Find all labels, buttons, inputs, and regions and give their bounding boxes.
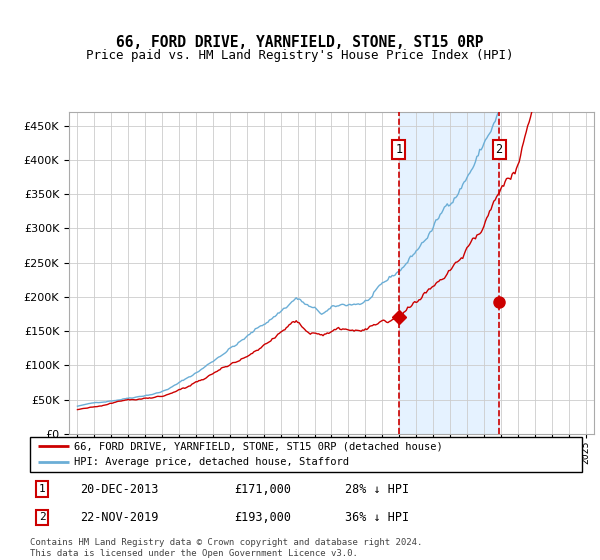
Text: 2: 2 — [39, 512, 46, 522]
Text: 28% ↓ HPI: 28% ↓ HPI — [344, 483, 409, 496]
Text: HPI: Average price, detached house, Stafford: HPI: Average price, detached house, Staf… — [74, 457, 349, 467]
Text: 20-DEC-2013: 20-DEC-2013 — [80, 483, 158, 496]
Text: Price paid vs. HM Land Registry's House Price Index (HPI): Price paid vs. HM Land Registry's House … — [86, 49, 514, 62]
FancyBboxPatch shape — [30, 437, 582, 472]
Text: £171,000: £171,000 — [234, 483, 291, 496]
Text: £193,000: £193,000 — [234, 511, 291, 524]
Bar — [399, 112, 499, 434]
Text: 22-NOV-2019: 22-NOV-2019 — [80, 511, 158, 524]
Text: 2: 2 — [496, 143, 503, 156]
Text: 66, FORD DRIVE, YARNFIELD, STONE, ST15 0RP: 66, FORD DRIVE, YARNFIELD, STONE, ST15 0… — [116, 35, 484, 50]
Text: 66, FORD DRIVE, YARNFIELD, STONE, ST15 0RP (detached house): 66, FORD DRIVE, YARNFIELD, STONE, ST15 0… — [74, 441, 443, 451]
Text: 1: 1 — [395, 143, 402, 156]
Text: Contains HM Land Registry data © Crown copyright and database right 2024.
This d: Contains HM Land Registry data © Crown c… — [30, 538, 422, 558]
Text: 36% ↓ HPI: 36% ↓ HPI — [344, 511, 409, 524]
Text: 1: 1 — [39, 484, 46, 494]
